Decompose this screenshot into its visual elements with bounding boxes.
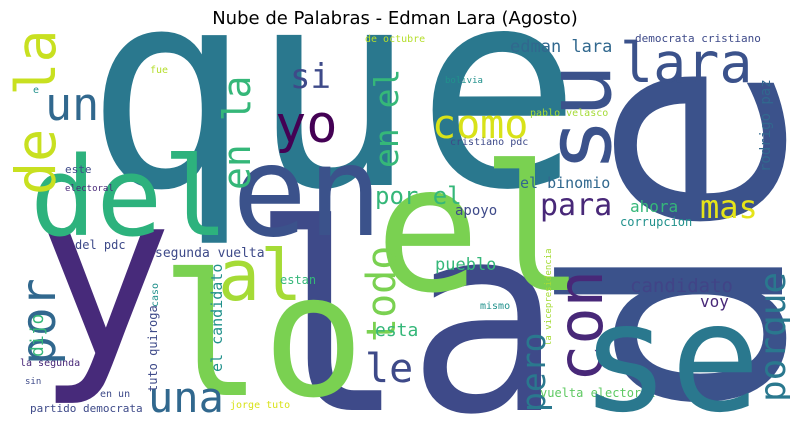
- word: mas: [700, 188, 758, 226]
- word: apoyo: [455, 203, 497, 219]
- word: de la: [4, 29, 68, 195]
- word: corrupcion: [620, 215, 692, 229]
- word: vuelta electoral: [540, 386, 656, 400]
- word: del: [30, 133, 229, 261]
- word: pueblo: [435, 255, 496, 275]
- word: sin: [25, 377, 41, 387]
- word: cristiano pdc: [450, 137, 528, 148]
- word: de: [504, 59, 790, 420]
- word: ahora: [630, 197, 678, 216]
- word: pero: [514, 333, 553, 412]
- word: en: [232, 120, 383, 265]
- word: la vicepresidencia: [544, 248, 554, 346]
- word: se: [580, 272, 761, 428]
- word: electoral: [65, 184, 114, 194]
- word: democrata cristiano: [635, 32, 761, 45]
- word: porque: [753, 272, 790, 402]
- word: del pdc: [75, 238, 126, 252]
- word: la segunda: [20, 358, 80, 369]
- word: edman lara: [510, 37, 612, 57]
- word: en el: [367, 69, 406, 168]
- word: una: [148, 373, 224, 422]
- word: jorge tuto: [230, 400, 290, 411]
- word: si: [290, 57, 331, 97]
- word: el: [375, 129, 586, 332]
- word: estan: [280, 273, 316, 287]
- word: el candidato: [208, 264, 226, 372]
- word: le: [365, 346, 413, 392]
- word: yo: [275, 95, 338, 155]
- word: segunda vuelta: [155, 246, 265, 261]
- word: partido democrata: [30, 402, 143, 415]
- chart-title: Nube de Palabras - Edman Lara (Agosto): [212, 8, 578, 29]
- word: lo: [160, 238, 365, 428]
- word: todo: [359, 246, 405, 342]
- word: pablo velasco: [530, 108, 608, 119]
- word: el binomio: [520, 174, 610, 192]
- word: un: [45, 78, 99, 131]
- word: su: [527, 64, 632, 172]
- word: tuto quiroga: [146, 305, 160, 392]
- word: por el: [375, 182, 462, 210]
- word: por: [11, 278, 67, 365]
- word: bolivia: [445, 76, 483, 86]
- word: que: [85, 0, 582, 250]
- word: rodrigo paz: [758, 79, 774, 172]
- word: de octubre: [365, 34, 425, 45]
- word: este: [65, 163, 92, 176]
- word: lara: [620, 31, 752, 95]
- word: e: [33, 85, 39, 96]
- word: como: [432, 102, 528, 148]
- word: para: [540, 188, 612, 223]
- word: candidato: [630, 275, 733, 297]
- word: esta: [375, 320, 418, 341]
- word: al: [218, 235, 302, 317]
- word: y: [35, 143, 173, 410]
- word: fue: [150, 65, 168, 76]
- word: la: [250, 170, 563, 428]
- word: en la: [215, 76, 259, 190]
- word: en un: [100, 389, 130, 400]
- word: con: [544, 270, 617, 382]
- word: mismo: [480, 301, 510, 312]
- word: voy: [700, 292, 729, 311]
- word: dijo: [27, 314, 48, 357]
- word: caso: [150, 283, 161, 307]
